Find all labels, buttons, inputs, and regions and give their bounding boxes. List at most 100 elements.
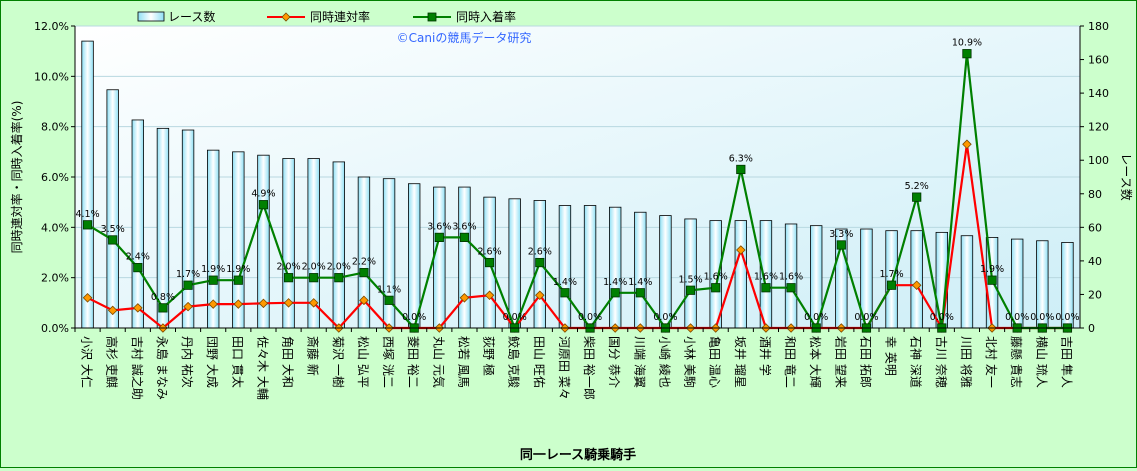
point-nyuchaku [384,295,394,305]
point-nyuchaku [233,275,243,285]
point-rentai [484,290,495,301]
point-rentai [459,293,470,303]
data-label: 0.0% [402,312,426,323]
category-label: 吉田 隼人 [1059,336,1074,388]
category-label: 酒井 学 [758,336,773,376]
data-label: 1.7% [176,269,200,280]
point-rentai [133,303,143,313]
tick-label-left: 2.0% [41,272,69,285]
category-label: 坂井 瑠星 [733,336,747,388]
data-label: 2.0% [302,262,326,273]
tick-label-right: 140 [1088,87,1109,100]
category-label: 川端 海翼 [632,336,647,388]
data-label: 0.0% [1005,312,1029,323]
tick-label-right: 60 [1088,221,1102,234]
category-label: 国分 恭介 [607,336,621,388]
point-nyuchaku [183,280,193,290]
tick-label-left: 6.0% [41,171,69,184]
bar [408,183,421,329]
data-label: 0.0% [653,312,677,323]
data-label: 1.4% [553,277,577,288]
bar [508,198,521,329]
point-nyuchaku [987,275,997,285]
point-nyuchaku [711,283,721,293]
data-label: 0.0% [804,312,828,323]
bar [558,205,572,329]
point-rentai [258,298,269,309]
line-nyuchaku [87,53,1068,332]
point-nyuchaku [359,268,369,278]
bar [131,119,144,329]
point-rentai [107,305,118,316]
point-nyuchaku [685,285,696,295]
data-label: 1.6% [704,272,728,283]
data-label: 2.0% [327,262,351,273]
data-label: 0.8% [151,292,175,303]
category-label: 西塚 洸二 [381,336,395,388]
tick-label-right: 0 [1088,322,1095,335]
category-label: 田山 旺佑 [532,336,546,388]
legend: レース数 同時連対率 同時入着率 [137,9,516,24]
data-label: 1.9% [980,264,1004,275]
data-label: 0.0% [503,312,527,323]
category-label: 石神 深道 [909,336,923,388]
category-label: 石田 拓郎 [858,336,872,388]
legend-marker-rentai [281,12,291,22]
axes: 0.0% 2.0% 4.0% 6.0% 8.0% 10.0% 12.0% 0 20 40 60 80 1… [34,20,1109,400]
point-rentai [308,298,319,308]
point-rentai [183,301,193,312]
point-nyuchaku [786,283,796,293]
data-label: 4.9% [251,189,275,200]
point-nyuchaku [736,164,746,175]
point-nyuchaku [560,288,570,298]
point-nyuchaku [283,273,294,283]
tick-label-left: 10.0% [34,70,69,83]
data-label: 1.9% [201,264,225,275]
category-label: 永島 まなみ [155,336,170,400]
bar [332,161,345,329]
data-label: 1.4% [603,277,627,288]
point-rentai [736,245,746,255]
bar [583,205,597,329]
point-nyuchaku [886,280,897,290]
category-label: 菱田 裕二 [406,336,421,388]
point-nyuchaku [208,275,218,285]
category-label: 古川 奈穂 [934,336,949,388]
data-label: 2.6% [477,247,501,258]
point-nyuchaku [258,200,269,210]
tick-label-right: 80 [1088,188,1102,201]
data-label: 2.4% [126,252,150,263]
category-label: 柴田 裕一郎 [582,336,597,400]
data-label: 0.0% [578,312,602,323]
data-label: 3.6% [427,221,451,232]
bar [106,89,119,329]
category-label: 吉村 誠之助 [130,336,144,400]
y-axis-right-title: レース数 [1119,153,1134,200]
category-label: 荻野 極 [482,336,497,376]
watermark: ©Caniの競馬データ研究 [397,30,532,45]
tick-label-right: 100 [1088,154,1109,167]
point-nyuchaku [761,283,771,293]
point-rentai [283,298,294,308]
category-label: 小崎 綾也 [657,336,672,388]
point-rentai [911,280,922,290]
point-rentai [233,299,244,309]
data-label: 0.0% [930,312,954,323]
data-label: 0.0% [1030,312,1054,323]
data-label: 2.0% [276,262,300,273]
point-rentai [359,295,369,306]
data-label: 6.3% [729,153,753,164]
tick-label-right: 20 [1088,288,1102,301]
legend-label-rentai: 同時連対率 [310,9,370,24]
point-nyuchaku [108,235,118,245]
category-label: 亀田 温心 [708,336,722,388]
bar [181,129,195,329]
data-label: 1.5% [678,274,702,285]
point-nyuchaku [82,220,93,230]
point-rentai [208,299,218,309]
data-label: 3.3% [829,229,853,240]
tick-label-left: 8.0% [41,121,69,134]
tick-label-right: 120 [1088,121,1109,134]
